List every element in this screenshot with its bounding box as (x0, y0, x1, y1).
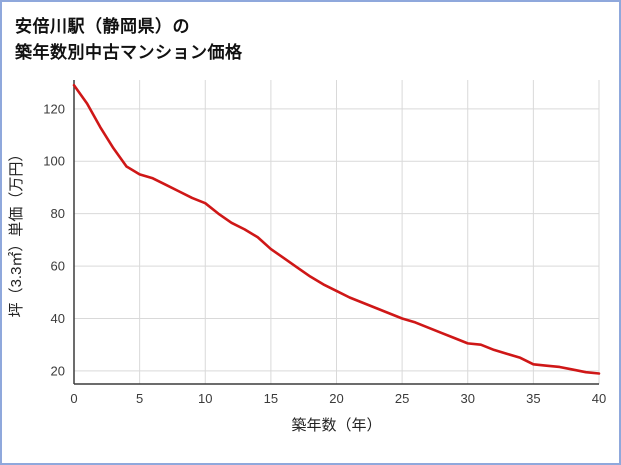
chart-title-line2: 築年数別中古マンション価格 (15, 43, 243, 62)
x-tick-label: 40 (592, 391, 606, 406)
x-tick-label: 30 (461, 391, 475, 406)
chart-area: 0 5 10 15 20 25 30 35 40 20 40 60 80 100 120 築年数（年） 坪（3.… (2, 68, 619, 451)
x-tick-label: 5 (136, 391, 143, 406)
y-tick-label: 60 (51, 259, 65, 274)
x-tick-label: 10 (198, 391, 212, 406)
y-tick-label: 120 (43, 101, 65, 116)
y-tick-label: 100 (43, 154, 65, 169)
x-tick-label: 25 (395, 391, 409, 406)
x-tick-label: 20 (329, 391, 343, 406)
x-tick-label: 35 (526, 391, 540, 406)
chart-title-line1: 安倍川駅（静岡県）の (15, 17, 190, 36)
y-axis-label: 坪（3.3㎡）単価（万円） (8, 147, 25, 318)
x-axis-label: 築年数（年） (291, 416, 381, 434)
y-tick-label: 40 (51, 311, 65, 326)
price-line (72, 83, 601, 375)
y-tick-label: 80 (51, 206, 65, 221)
x-tick-label: 0 (70, 391, 77, 406)
price-line-chart: 0 5 10 15 20 25 30 35 40 20 40 60 80 100 120 築年数（年） 坪（3.… (8, 80, 606, 434)
chart-title: 安倍川駅（静岡県）の 築年数別中古マンション価格 (2, 2, 619, 66)
x-tick-label: 15 (264, 391, 278, 406)
y-tick-label: 20 (51, 363, 65, 378)
